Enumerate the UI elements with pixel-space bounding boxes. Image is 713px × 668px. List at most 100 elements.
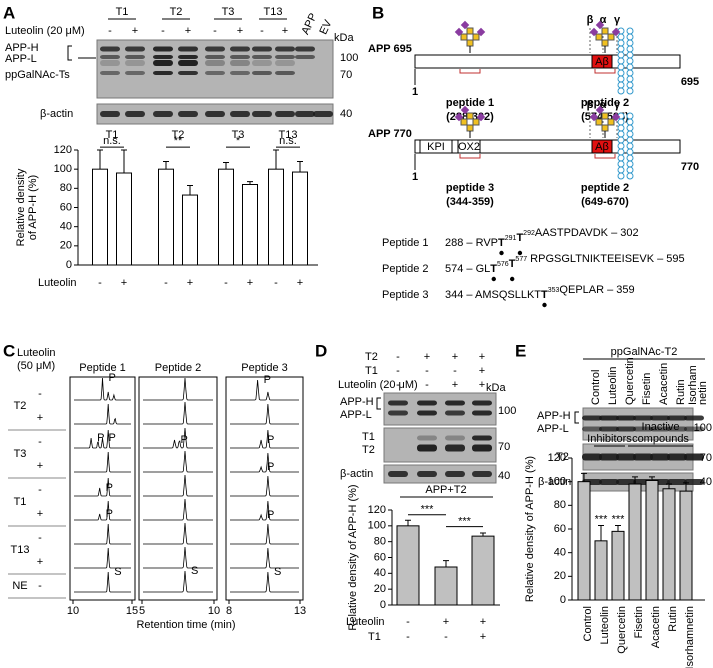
band [275,46,295,52]
band [230,111,250,117]
lane-sign: - [213,25,217,37]
chromatogram-trace [74,477,131,497]
lane-sign: + [479,365,485,377]
chromatogram-trace [143,427,213,449]
lane-sign: + [424,351,430,363]
group-label: Inactive [642,421,680,433]
chromatogram-trace [230,475,299,497]
glyco-site [509,276,515,282]
peptide-bracket [594,154,616,159]
bar [218,168,234,266]
x-tick-label: + [121,277,127,289]
sequence-part: T [490,263,497,275]
band [582,415,602,421]
row-sign: + [37,508,43,520]
band [205,46,225,52]
condition-label: Luteolin (20 μM) [338,379,418,391]
membrane [626,172,634,180]
sequence-part: QEPLAR – 359 [559,284,634,296]
band [684,426,704,432]
error-bar [581,472,587,482]
membrane [617,130,625,138]
membrane [617,142,625,150]
x-tick-label: Quercetin [616,606,628,654]
chromatogram-trace [74,571,131,593]
chromatogram-trace [230,403,299,425]
abeta-label: Aβ [595,141,609,153]
membrane [617,75,625,83]
row-sign: - [38,484,42,496]
lane-sign: - [396,365,400,377]
membrane [626,81,634,89]
x-tick-label: + [247,277,253,289]
band [153,46,173,52]
glycan-gal [607,33,615,41]
band [472,444,492,452]
band [230,60,250,66]
x-axis-label: Luteolin [38,277,77,289]
y-tick-label: 0 [66,259,72,271]
y-tick-label: 0 [380,599,386,611]
peak-label: P [267,461,274,473]
mw-label: 70 [498,441,510,453]
sequence-part: T [498,237,505,249]
peptide-name: peptide 2 [581,182,629,194]
peptide-range: (649-670) [581,196,629,208]
glycan-gal [466,112,474,120]
y-tick-label: 120 [54,144,72,156]
error-bar [480,532,486,537]
row-sign: - [38,532,42,544]
band [125,46,145,52]
bar [268,168,284,266]
glycan-gal [601,124,609,132]
significance: n.s. [103,135,121,147]
column-title: Peptide 2 [155,362,201,374]
x-tick-label: Acacetin [650,606,662,648]
band [667,426,687,432]
row-sign: - [38,436,42,448]
x-tick-label: Luteolin [599,606,611,645]
lane-sign: - [453,365,457,377]
band [205,111,225,117]
band [582,453,602,461]
sequence-part: 288 – RVP [445,237,498,249]
x-tick-label: + [297,277,303,289]
panel-letter: B [372,3,384,22]
residue-end: 770 [681,161,699,173]
glycan-sia [476,27,486,37]
lane-sign: - [108,25,112,37]
mw-label: 70 [340,69,352,81]
band [472,410,492,416]
band [275,71,295,75]
row-label: T2 [14,400,27,412]
peak-label: P [181,434,188,446]
error-bar [632,476,638,485]
glycan-gal [472,33,480,41]
error-bar [297,161,303,173]
glyco-site [491,276,496,282]
glycan-sia [476,112,486,122]
y-tick-label: 0 [560,594,566,606]
condition-sign: - [406,616,410,628]
band [633,426,653,432]
sequence-part: 344 – AMSQSLLKT [445,289,541,301]
glycan-gal [601,39,609,47]
band [205,60,225,66]
membrane [617,166,625,174]
group-label: Inhibitors [587,433,632,445]
peak-label: S [114,566,121,578]
sequence-part: T [509,258,516,270]
chromatogram-frame [225,376,304,601]
band [205,71,225,75]
column-title: Peptide 1 [79,362,125,374]
treatment-label: Luteolin (20 μM) [5,25,85,37]
band [125,71,145,75]
membrane [617,87,625,95]
bracket [376,397,381,410]
band [313,111,333,117]
error-bar [273,149,279,170]
lane-label: Rutin [675,379,687,405]
condition-label: T1 [365,365,378,377]
band [178,111,198,117]
membrane [617,118,625,126]
